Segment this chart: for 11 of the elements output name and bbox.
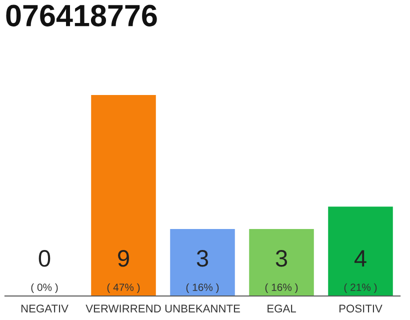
data-label: 3 ( 16% ) xyxy=(186,250,219,294)
x-tick-label: POSITIV xyxy=(339,304,382,312)
data-label: 4 ( 21% ) xyxy=(344,250,377,294)
x-tick-label: NEGATIV xyxy=(21,304,68,312)
x-tick-label: UNBEKANNTE xyxy=(165,304,240,312)
x-tick-label: EGAL xyxy=(268,304,296,312)
data-label: 0 ( 0% ) xyxy=(31,250,58,294)
x-tick-label: VERWIRREND xyxy=(86,304,161,312)
data-label: 3 ( 16% ) xyxy=(265,250,298,294)
data-label: 9 ( 47% ) xyxy=(107,250,140,294)
chart-title: 076418776 xyxy=(6,4,157,26)
